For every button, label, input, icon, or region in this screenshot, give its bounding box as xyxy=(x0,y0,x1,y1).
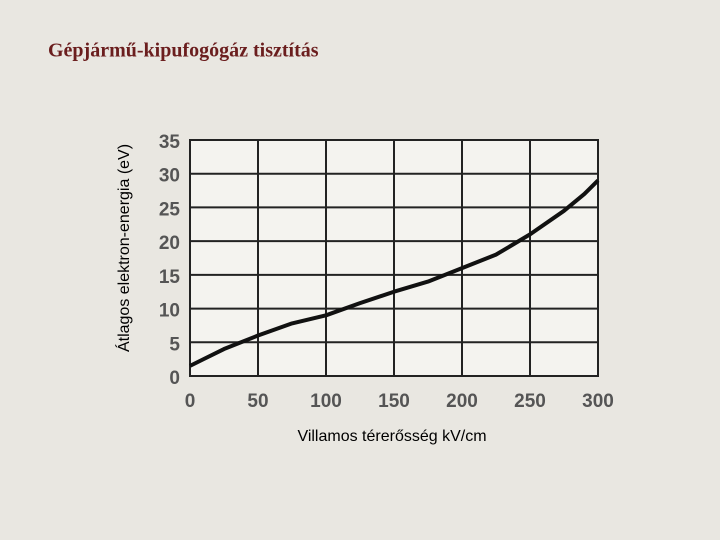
x-tick-label: 150 xyxy=(378,391,410,412)
chart-title: Gépjármű-kipufogógáz tisztítás xyxy=(48,40,319,62)
y-tick-label: 5 xyxy=(169,334,180,355)
data-line xyxy=(189,179,600,368)
y-axis-label: Átlagos elektron-energia (eV) xyxy=(114,144,133,352)
x-tick-label: 0 xyxy=(185,391,196,412)
y-tick-label: 25 xyxy=(159,199,181,220)
y-tick-label: 35 xyxy=(159,132,181,153)
y-tick-label: 20 xyxy=(159,233,180,254)
y-tick-label: 0 xyxy=(169,368,180,389)
x-tick-label: 50 xyxy=(247,391,268,412)
y-tick-label: 15 xyxy=(159,267,181,288)
x-axis-label: Villamos térerősség kV/cm xyxy=(297,428,486,445)
x-tick-label: 100 xyxy=(310,391,342,412)
x-tick-label: 300 xyxy=(582,391,614,412)
x-tick-label: 200 xyxy=(446,391,478,412)
y-tick-label: 10 xyxy=(159,301,180,322)
y-tick-label: 30 xyxy=(159,166,180,187)
x-tick-label: 250 xyxy=(514,391,546,412)
